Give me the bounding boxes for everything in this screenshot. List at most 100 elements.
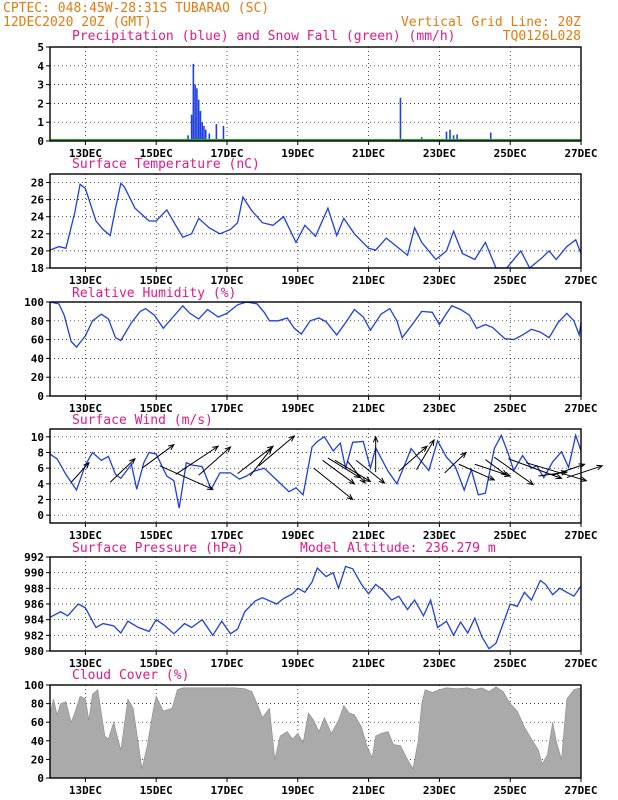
wind-arrowhead — [206, 484, 215, 490]
x-tick-label: 19DEC — [281, 402, 314, 415]
x-tick-label: 21DEC — [352, 657, 385, 670]
x-tick-label: 23DEC — [423, 274, 456, 287]
wind-arrowhead — [500, 469, 508, 476]
wind-title: Surface Wind (m/s) — [72, 413, 213, 428]
x-tick-label: 13DEC — [69, 274, 102, 287]
y-tick-label: 988 — [24, 582, 44, 595]
x-tick-label: 17DEC — [210, 402, 243, 415]
x-tick-label: 25DEC — [494, 529, 527, 542]
x-tick-label: 13DEC — [69, 784, 102, 797]
y-tick-label: 6 — [37, 462, 44, 475]
precip-bar — [203, 125, 205, 141]
wind-arrowhead — [580, 476, 588, 482]
wind-arrow — [334, 459, 371, 482]
x-tick-label: 15DEC — [140, 274, 173, 287]
x-tick-label: 25DEC — [494, 657, 527, 670]
x-tick-label: 21DEC — [352, 274, 385, 287]
x-tick-label: 17DEC — [210, 274, 243, 287]
wind-arrow — [485, 459, 507, 476]
plot-frame — [49, 46, 582, 142]
precip-bar — [204, 129, 207, 141]
wind-arrowhead — [555, 473, 563, 480]
precip-bar — [208, 133, 211, 141]
x-tick-label: 19DEC — [281, 274, 314, 287]
y-tick-label: 0 — [37, 390, 44, 403]
series-line — [49, 565, 582, 650]
wind-arrow — [525, 462, 587, 482]
y-tick-label: 992 — [24, 551, 44, 564]
x-tick-label: 15DEC — [140, 529, 173, 542]
wind-arrow — [458, 463, 495, 481]
precip-bar — [196, 88, 198, 141]
y-tick-label: 980 — [24, 645, 44, 658]
x-tick-label: 17DEC — [210, 529, 243, 542]
series-line — [49, 432, 582, 509]
series-line — [49, 182, 582, 270]
wind-arrowhead — [224, 446, 232, 453]
wind-arrowhead — [167, 443, 175, 451]
panel-0: 0 1 2 3 4 5 13DEC 15DEC 17DEC 19DEC 21DEC 23DEC 25DE… — [37, 41, 597, 160]
y-tick-label: 80 — [31, 315, 44, 328]
wind-arrow — [313, 467, 353, 500]
wind-arrow — [70, 462, 90, 483]
pressure-title: Surface Pressure (hPa) — [72, 541, 244, 556]
x-tick-label: 25DEC — [494, 784, 527, 797]
precip-bar — [194, 84, 196, 141]
y-tick-label: 3 — [37, 79, 44, 92]
y-tick-label: 20 — [31, 753, 44, 766]
precip-bar — [489, 132, 492, 141]
wind-arrow — [159, 465, 214, 490]
x-tick-label: 21DEC — [352, 529, 385, 542]
wind-arrow — [493, 456, 534, 486]
model-altitude: Model Altitude: 236.279 m — [300, 541, 496, 556]
x-tick-label: 21DEC — [352, 402, 385, 415]
plot-frame — [49, 173, 582, 269]
y-tick-label: 2 — [37, 97, 44, 110]
x-tick-label: 19DEC — [281, 657, 314, 670]
wind-arrowhead — [372, 435, 379, 443]
x-tick-label: 19DEC — [281, 529, 314, 542]
x-tick-label: 27DEC — [564, 147, 597, 160]
wind-arrow — [538, 471, 567, 477]
wind-arrow — [444, 452, 467, 474]
y-tick-label: 40 — [31, 735, 44, 748]
y-tick-label: 986 — [24, 598, 44, 611]
precip-bar — [222, 125, 225, 141]
x-tick-label: 17DEC — [210, 657, 243, 670]
y-tick-label: 0 — [37, 772, 44, 785]
wind-arrow — [258, 435, 295, 467]
wind-arrow — [566, 465, 603, 479]
x-tick-label: 23DEC — [423, 402, 456, 415]
y-tick-label: 10 — [31, 431, 44, 444]
x-tick-label: 23DEC — [423, 784, 456, 797]
wind-arrow — [322, 459, 355, 485]
temperature-title: Surface Temperature (nC) — [72, 157, 260, 172]
precip-bar — [199, 110, 202, 141]
wind-arrow — [398, 445, 428, 472]
wind-arrow — [109, 458, 136, 483]
vertical-grid-note: Vertical Grid Line: 20Z — [401, 15, 581, 30]
x-tick-label: 13DEC — [69, 529, 102, 542]
plot-frame — [49, 301, 582, 397]
wind-arrowhead — [265, 447, 273, 455]
x-tick-label: 17DEC — [210, 784, 243, 797]
y-tick-label: 100 — [24, 296, 44, 309]
precip-bar — [201, 122, 204, 141]
wind-arrowhead — [348, 478, 356, 485]
x-tick-label: 27DEC — [564, 402, 597, 415]
precip-bar — [187, 135, 189, 141]
wind-arrowhead — [83, 461, 90, 469]
wind-arrowhead — [364, 476, 372, 483]
y-tick-label: 0 — [37, 509, 44, 522]
precip-bar — [215, 124, 218, 141]
y-tick-label: 80 — [31, 698, 44, 711]
y-tick-label: 40 — [31, 352, 44, 365]
y-tick-label: 984 — [24, 614, 44, 627]
wind-arrowhead — [212, 445, 220, 452]
x-tick-label: 23DEC — [423, 147, 456, 160]
wind-arrowhead — [488, 475, 496, 481]
y-tick-label: 18 — [31, 262, 44, 275]
precip-bar — [190, 114, 193, 141]
wind-arrow — [175, 445, 219, 475]
wind-arrowhead — [504, 471, 512, 477]
